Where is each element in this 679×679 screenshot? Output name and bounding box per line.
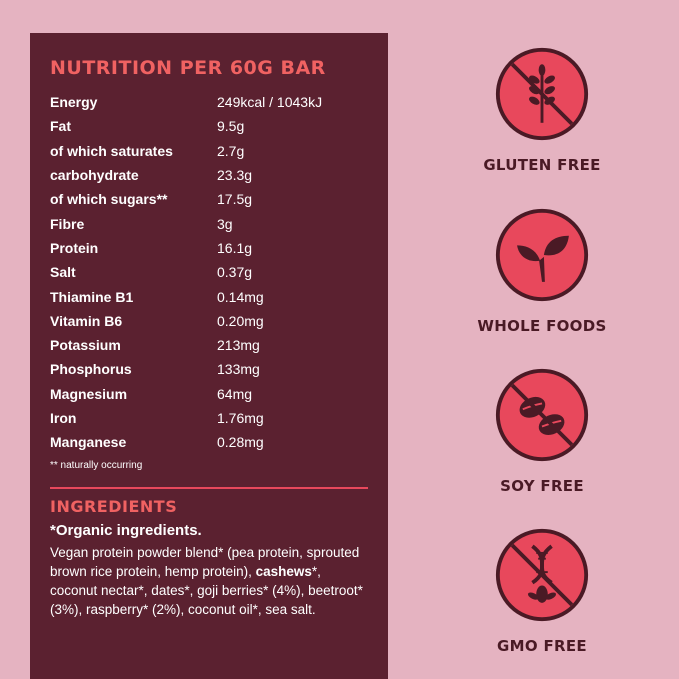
badge-gmo-free: GMO FREE (467, 527, 617, 655)
nutrition-row: Thiamine B1 0.14mg (50, 284, 368, 308)
nutrient-value: 0.28mg (217, 434, 264, 451)
nutrient-name: Iron (50, 410, 77, 426)
nutrition-row: Vitamin B6 0.20mg (50, 309, 368, 333)
ingredients-title: INGREDIENTS (50, 497, 178, 517)
soybean-crossed-icon (495, 368, 589, 462)
nutrition-row: of which saturates 2.7g (50, 139, 368, 163)
nutrient-value: 3g (217, 215, 233, 232)
nutrition-row: Energy 249kcal / 1043kJ (50, 90, 368, 114)
badge-label: GMO FREE (497, 637, 587, 655)
leaf-sprout-icon (495, 208, 589, 302)
nutrient-value: 16.1g (217, 239, 253, 256)
nutrition-title: NUTRITION PER 60G BAR (50, 57, 326, 79)
nutrient-name: Phosphorus (50, 361, 132, 378)
nutrient-value: 2.7g (217, 142, 245, 159)
nutrient-name: Thiamine B1 (50, 288, 134, 305)
dna-crossed-icon (495, 528, 589, 622)
nutrient-value: 0.20mg (217, 312, 264, 329)
nutrient-value: 213mg (217, 337, 260, 354)
nutrient-name: Energy (50, 94, 98, 111)
badge-gluten-free: GLUTEN FREE (467, 46, 617, 174)
ingredients-text: Vegan protein powder blend* (pea protein… (50, 543, 368, 619)
nutrition-row: Fat 9.5g (50, 114, 368, 138)
nutrition-row: Manganese 0.28mg (50, 430, 368, 454)
nutrition-row: Magnesium 64mg (50, 382, 368, 406)
nutrient-name: Protein (50, 239, 99, 256)
nutrient-value: 17.5g (217, 191, 253, 208)
nutrition-row: of which sugars** 17.5g (50, 187, 368, 211)
nutrient-name: Fibre (50, 215, 85, 232)
nutrient-value: 0.14mg (217, 288, 264, 305)
nutrient-name: Potassium (50, 337, 121, 354)
nutrient-name: of which saturates (50, 142, 173, 159)
nutrient-name: of which sugars** (50, 191, 168, 208)
nutrition-row: Fibre 3g (50, 211, 368, 235)
wheat-crossed-icon (495, 47, 589, 141)
nutrition-table: Energy 249kcal / 1043kJ Fat 9.5g of which … (50, 90, 368, 454)
nutrient-value: 249kcal / 1043kJ (217, 94, 323, 111)
badge-label: GLUTEN FREE (483, 156, 601, 174)
badge-whole-foods: WHOLE FOODS (467, 207, 617, 335)
nutrient-value: 1.76mg (217, 410, 264, 426)
nutrient-value: 0.37g (217, 264, 253, 281)
ingredients-subtitle: *Organic ingredients. (50, 522, 202, 540)
nutrient-name: Manganese (50, 434, 127, 451)
nutrition-row: Potassium 213mg (50, 333, 368, 357)
nutrient-name: Fat (50, 118, 71, 135)
nutrient-name: Salt (50, 264, 76, 281)
nutrient-name: Vitamin B6 (50, 312, 123, 329)
nutrient-value: 23.3g (217, 167, 253, 184)
nutrition-footnote: ** naturally occurring (50, 460, 143, 472)
ingredients-text-before: Vegan protein powder blend* (pea protein… (50, 545, 360, 580)
nutrition-row: Phosphorus 133mg (50, 357, 368, 381)
nutrient-name: Magnesium (50, 385, 128, 402)
badge-label: WHOLE FOODS (477, 317, 607, 335)
nutrient-value: 9.5g (217, 118, 245, 135)
nutrient-name: carbohydrate (50, 167, 139, 184)
nutrition-row: Salt 0.37g (50, 260, 368, 284)
badge-soy-free: SOY FREE (467, 367, 617, 495)
nutrition-row: Protein 16.1g (50, 236, 368, 260)
badge-label: SOY FREE (500, 477, 584, 495)
section-divider (50, 487, 368, 490)
ingredients-bold-cashews: cashews (255, 564, 312, 580)
nutrition-row: Iron 1.76mg (50, 406, 368, 430)
nutrition-row: carbohydrate 23.3g (50, 163, 368, 187)
ingredients-text-after: *, coconut nectar*, dates*, goji berries… (50, 564, 363, 618)
nutrient-value: 64mg (217, 385, 253, 402)
nutrition-panel: NUTRITION PER 60G BAR Energy 249kcal / 10… (30, 33, 388, 679)
nutrient-value: 133mg (217, 361, 260, 378)
